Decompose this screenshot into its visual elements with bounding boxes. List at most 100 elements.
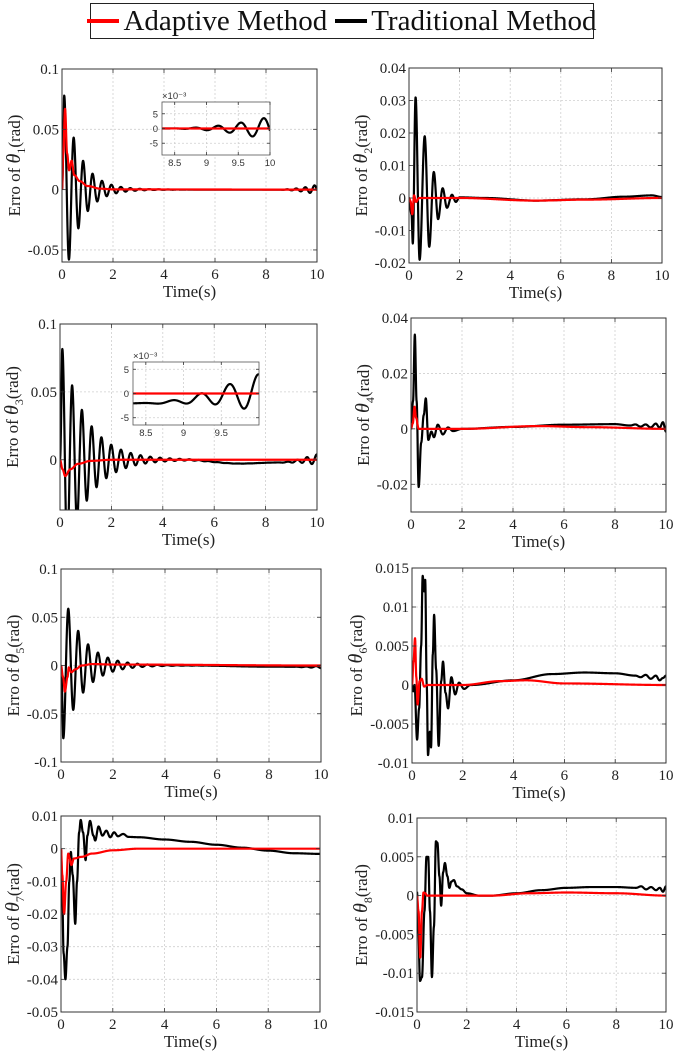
x-tick-label: 6 xyxy=(213,1017,221,1033)
x-tick-label: 2 xyxy=(109,267,117,283)
legend-item-traditional: Traditional Method xyxy=(335,5,597,38)
series-line-adaptive xyxy=(61,847,320,916)
y-tick-label: 0 xyxy=(50,453,58,469)
x-tick-label: 4 xyxy=(506,268,514,284)
x-axis-label: Time(s) xyxy=(164,782,217,801)
x-tick-label: 0 xyxy=(405,268,413,284)
x-tick-label: 8 xyxy=(608,268,616,284)
x-tick-label: 10 xyxy=(313,1017,328,1033)
x-tick-label: 4 xyxy=(509,517,517,533)
plot-area xyxy=(411,318,666,512)
x-tick-label: 10 xyxy=(310,515,325,531)
x-tick-label: 8 xyxy=(265,767,273,783)
y-axis-label-subscript: 5 xyxy=(13,648,27,654)
y-tick-label: 0.05 xyxy=(33,122,59,138)
y-tick-label: 0 xyxy=(399,191,407,207)
y-axis-label: Erro of θ2(rad) xyxy=(350,115,375,217)
y-tick-label: -0.02 xyxy=(27,907,58,923)
x-tick-label: 10 xyxy=(655,268,670,284)
x-tick-label: 9.5 xyxy=(215,428,228,439)
y-axis-label-prefix: Erro of xyxy=(347,663,366,716)
y-tick-label: 0 xyxy=(407,889,415,905)
x-tick-label: 2 xyxy=(109,1017,117,1033)
y-tick-label: -0.01 xyxy=(383,966,414,982)
y-tick-label: 0.1 xyxy=(38,317,57,333)
y-axis-label-prefix: Erro of xyxy=(3,415,22,468)
y-axis-label-unit: (rad) xyxy=(354,364,373,397)
y-axis-label: Erro of θ4(rad) xyxy=(352,364,377,466)
y-tick-label: 0.015 xyxy=(375,561,409,577)
subplot-theta5: 0 2 4 6 8 10 -0.1 -0.05 0 0.05 0.1 Time(s) Erro of θ… xyxy=(2,562,329,801)
y-axis-label-subscript: 1 xyxy=(14,148,28,154)
y-tick-label: 5 xyxy=(153,109,158,120)
x-tick-label: 2 xyxy=(108,515,116,531)
x-tick-label: 8 xyxy=(611,768,619,784)
y-axis-label-unit: (rad) xyxy=(352,864,371,897)
y-tick-label: 0.005 xyxy=(380,850,414,866)
y-tick-label: -0.005 xyxy=(375,927,414,943)
y-axis-label: Erro of θ5(rad) xyxy=(2,615,27,717)
x-tick-label: 6 xyxy=(560,517,568,533)
y-axis-label: Erro of θ1(rad) xyxy=(3,115,28,217)
y-axis-label-unit: (rad) xyxy=(352,115,371,148)
y-axis-label-subscript: 3 xyxy=(12,399,26,405)
theta-symbol: θ xyxy=(3,153,25,163)
y-axis-label-subscript: 7 xyxy=(13,896,27,902)
y-axis-label: Erro of θ3(rad) xyxy=(1,366,26,468)
y-tick-label: 5 xyxy=(124,365,129,376)
x-tick-label: 0 xyxy=(413,1017,421,1033)
y-axis-label-unit: (rad) xyxy=(4,615,23,648)
y-axis-label-prefix: Erro of xyxy=(354,413,373,466)
y-axis-label-unit: (rad) xyxy=(3,366,22,399)
x-tick-label: 2 xyxy=(458,517,466,533)
theta-symbol: θ xyxy=(2,653,24,663)
subplot-theta2: 0 2 4 6 8 10 -0.02 -0.01 0 0.01 0.02 0.03 0.04 Time(s… xyxy=(350,61,670,302)
x-tick-label: 10 xyxy=(265,158,276,169)
inset-theta3: 8.5 9 9.5 -5 0 5 ×10⁻³ xyxy=(121,351,260,439)
x-tick-label: 8 xyxy=(262,267,270,283)
y-tick-label: -0.05 xyxy=(27,1005,58,1021)
legend-swatch-traditional xyxy=(335,19,368,23)
subplot-theta7: 0 2 4 6 8 10 -0.05 -0.04 -0.03 -0.02 -0.01 0 0.01 Tim… xyxy=(2,809,328,1051)
x-tick-label: 10 xyxy=(659,768,674,784)
y-axis-label-subscript: 6 xyxy=(356,648,370,654)
legend: Adaptive Method Traditional Method xyxy=(87,3,597,39)
y-axis-label-prefix: Erro of xyxy=(4,663,23,716)
inset-exponent-label: ×10⁻³ xyxy=(162,91,186,102)
subplot-theta8: 0 2 4 6 8 10 -0.015 -0.01 -0.005 0 0.005 0.01 Time(s… xyxy=(350,811,674,1051)
theta-symbol: θ xyxy=(2,902,24,912)
y-tick-label: 0 xyxy=(52,183,60,199)
plot-area xyxy=(412,568,666,763)
inset-exponent-label: ×10⁻³ xyxy=(133,351,157,362)
series-line-adaptive xyxy=(417,891,666,959)
x-axis-label: Time(s) xyxy=(515,1032,568,1051)
theta-symbol: θ xyxy=(350,153,372,163)
x-tick-label: 2 xyxy=(459,768,467,784)
x-tick-label: 8 xyxy=(262,515,270,531)
y-axis-label-unit: (rad) xyxy=(5,115,24,148)
subplot-theta3: 0 2 4 6 8 10 0 0.05 0.1 Time(s) Erro of θ3(rad) 8.5… xyxy=(1,317,325,549)
y-axis-label-subscript: 4 xyxy=(363,397,377,403)
y-tick-label: -0.005 xyxy=(370,717,409,733)
y-axis-label-subscript: 2 xyxy=(361,148,375,154)
y-tick-label: -0.02 xyxy=(377,477,408,493)
y-axis-label-unit: (rad) xyxy=(347,615,366,648)
plot-area xyxy=(409,68,662,263)
x-axis-label: Time(s) xyxy=(509,283,562,302)
plot-area xyxy=(417,818,666,1012)
subplot-theta6: 0 2 4 6 8 10 -0.01 -0.005 0 0.005 0.01 0.015 Time(s)… xyxy=(345,561,674,802)
x-tick-label: 4 xyxy=(513,1017,521,1033)
y-tick-label: 0.04 xyxy=(382,311,409,327)
y-tick-label: 0.01 xyxy=(32,809,58,825)
x-tick-label: 2 xyxy=(109,767,117,783)
x-tick-label: 10 xyxy=(659,517,674,533)
x-tick-label: 4 xyxy=(160,267,168,283)
x-tick-label: 4 xyxy=(159,515,167,531)
plot-area xyxy=(62,69,317,262)
x-tick-label: 2 xyxy=(456,268,464,284)
y-tick-label: -5 xyxy=(121,413,129,424)
y-axis-label-prefix: Erro of xyxy=(352,163,371,216)
x-axis-label: Time(s) xyxy=(164,1032,217,1051)
